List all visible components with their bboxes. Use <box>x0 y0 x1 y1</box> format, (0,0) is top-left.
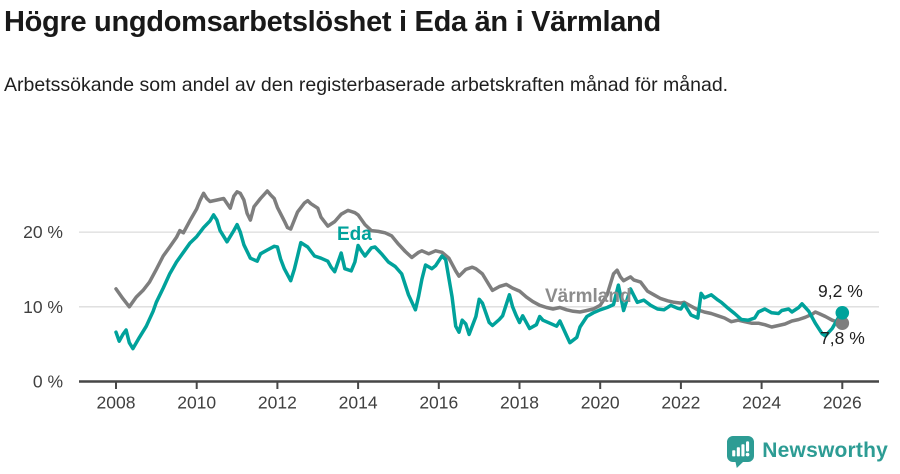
end-value-eda: 9,2 % <box>818 281 863 301</box>
newsworthy-wordmark: Newsworthy <box>762 439 888 462</box>
svg-text:2020: 2020 <box>581 393 620 413</box>
svg-text:2018: 2018 <box>500 393 539 413</box>
svg-text:2008: 2008 <box>97 393 136 413</box>
chart-subtitle: Arbetssökande som andel av den registerb… <box>4 74 729 96</box>
svg-text:0 %: 0 % <box>33 372 63 392</box>
svg-text:2012: 2012 <box>258 393 297 413</box>
page-title: Högre ungdomsarbetslöshet i Eda än i Vär… <box>4 6 661 38</box>
series-label-eda: Eda <box>337 224 372 245</box>
end-value-varmland: 7,8 % <box>820 328 865 348</box>
svg-text:2024: 2024 <box>742 393 781 413</box>
svg-text:2016: 2016 <box>419 393 458 413</box>
svg-text:2026: 2026 <box>823 393 862 413</box>
series-label-varmland: Värmland <box>545 286 632 307</box>
svg-text:20 %: 20 % <box>23 222 63 242</box>
newsworthy-logo[interactable]: Newsworthy <box>726 434 888 468</box>
newsworthy-bubble-chart-icon <box>726 435 755 468</box>
svg-text:10 %: 10 % <box>23 297 63 317</box>
svg-text:2014: 2014 <box>339 393 378 413</box>
svg-text:2022: 2022 <box>661 393 700 413</box>
svg-text:2010: 2010 <box>177 393 216 413</box>
